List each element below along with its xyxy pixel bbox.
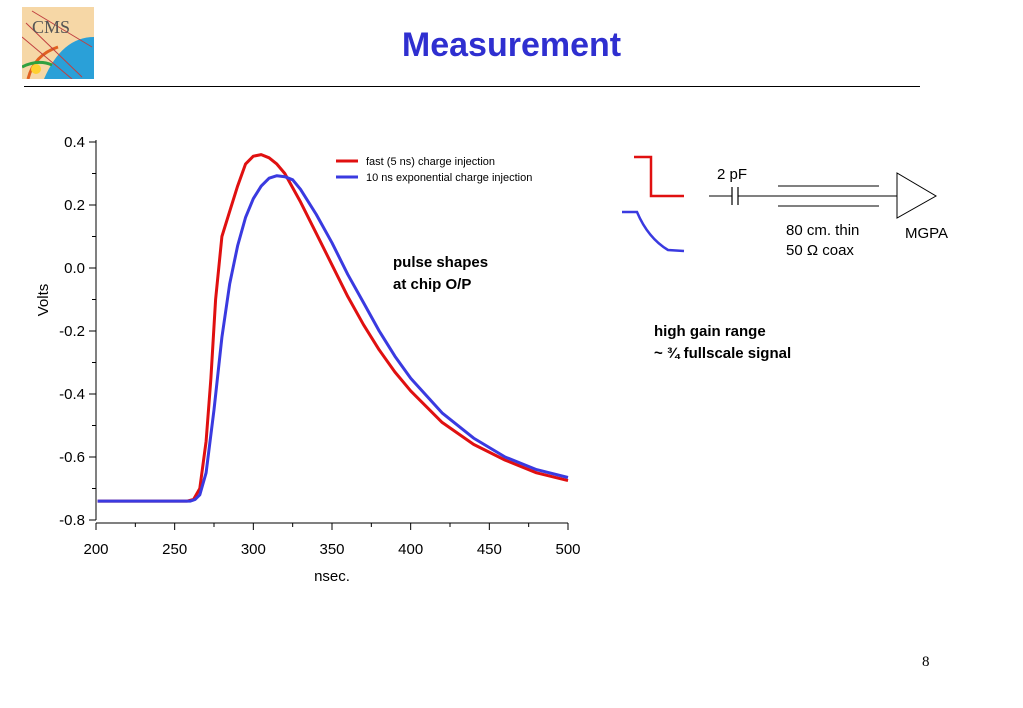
- slide-title: Measurement: [401, 26, 622, 64]
- chart-axes: 0.4 0.2 0.0 -0.2 -0.4 -0.6 -0.8 200 250 300 350 400…: [59, 134, 580, 558]
- x-tick-label: 500: [555, 541, 580, 558]
- y-tick-label: -0.8: [59, 512, 85, 529]
- amplifier-triangle: [896, 172, 938, 219]
- legend-label: fast (5 ns) charge injection: [366, 156, 495, 168]
- page-number: 8: [922, 654, 930, 670]
- note-line: high gain range: [654, 323, 766, 340]
- x-tick-label: 450: [477, 541, 502, 558]
- logo-text: CMS: [32, 17, 70, 37]
- y-tick-label: -0.2: [59, 323, 85, 340]
- note-line: pulse shapes: [393, 254, 489, 271]
- x-tick-label: 250: [162, 541, 187, 558]
- x-tick-label: 200: [83, 541, 108, 558]
- chart-legend: fast (5 ns) charge injection 10 ns expone…: [336, 156, 532, 184]
- y-tick-label: 0.2: [64, 197, 85, 214]
- cms-logo: CMS: [22, 7, 94, 79]
- y-tick-label: 0.4: [64, 134, 85, 151]
- series-line-exponential: [97, 174, 569, 503]
- capacitor-label: 2 pF: [717, 166, 748, 183]
- fast-step-waveform: [634, 155, 684, 198]
- title-divider: [24, 86, 920, 87]
- coax-label-line: 50 Ω coax: [786, 242, 854, 259]
- y-tick-label: 0.0: [64, 260, 85, 277]
- high-gain-note: high gain range ~ ¾ fullscale signal: [654, 321, 791, 365]
- y-tick-label: -0.4: [59, 386, 85, 403]
- note-line: at chip O/P: [393, 276, 472, 293]
- legend-label: 10 ns exponential charge injection: [366, 172, 532, 184]
- y-tick-label: -0.6: [59, 449, 85, 466]
- x-tick-label: 400: [398, 541, 423, 558]
- note-line: ~ ¾ fullscale signal: [654, 345, 792, 362]
- chart-plot-area: [97, 153, 569, 503]
- amplifier-label: MGPA: [905, 225, 949, 242]
- coax-label: 80 cm. thin 50 Ω coax: [786, 221, 859, 261]
- coax-label-line: 80 cm. thin: [786, 222, 860, 239]
- x-axis-label: nsec.: [314, 568, 350, 585]
- schematic-diagram: [622, 155, 938, 253]
- x-tick-label: 300: [241, 541, 266, 558]
- x-tick-label: 350: [319, 541, 344, 558]
- pulse-shapes-note: pulse shapes at chip O/P: [393, 252, 488, 296]
- exp-step-waveform: [622, 210, 685, 253]
- series-line-fast: [97, 153, 569, 503]
- y-axis-label: Volts: [35, 284, 52, 317]
